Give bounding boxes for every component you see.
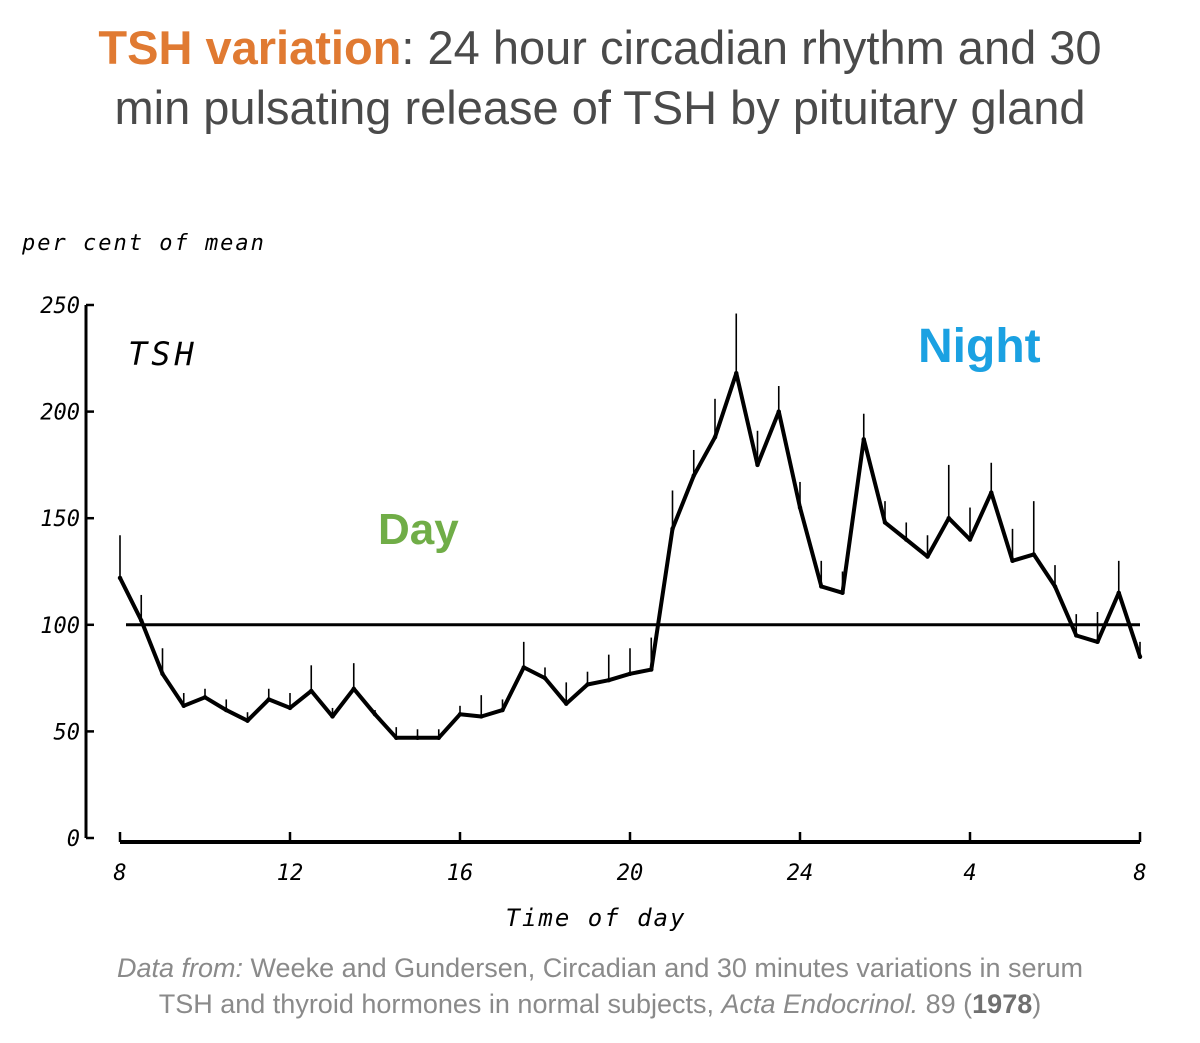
series-group bbox=[117, 371, 1143, 740]
data-point bbox=[372, 712, 378, 717]
x-tick-label: 4 bbox=[963, 861, 976, 886]
citation-close: ) bbox=[1032, 989, 1042, 1019]
y-tick-label: 0 bbox=[67, 827, 80, 852]
night-annotation: Night bbox=[918, 320, 1041, 373]
data-point bbox=[946, 516, 951, 521]
citation-prefix: Data from: bbox=[117, 953, 244, 983]
x-tick-label: 8 bbox=[1133, 861, 1146, 886]
data-point bbox=[627, 671, 633, 677]
data-point bbox=[904, 537, 909, 542]
data-point bbox=[819, 584, 824, 589]
data-point bbox=[585, 682, 590, 687]
x-tick-label: 20 bbox=[617, 861, 644, 886]
x-axis-title: Time of day bbox=[506, 904, 687, 932]
citation: Data from: Weeke and Gundersen, Circadia… bbox=[0, 950, 1200, 1022]
data-point bbox=[542, 675, 548, 681]
series-label-tsh: TSH bbox=[128, 335, 198, 373]
data-point bbox=[1031, 552, 1036, 557]
data-point bbox=[776, 409, 781, 414]
citation-line1: Weeke and Gundersen, Circadian and 30 mi… bbox=[243, 953, 1083, 983]
tsh-series-line bbox=[118, 371, 1142, 740]
data-point bbox=[797, 505, 803, 510]
x-tick-label: 16 bbox=[447, 861, 474, 886]
data-point bbox=[1074, 633, 1079, 638]
data-point bbox=[1095, 639, 1100, 645]
data-point bbox=[287, 705, 293, 711]
data-point bbox=[436, 735, 441, 740]
y-tick-label: 50 bbox=[54, 720, 81, 745]
data-point bbox=[394, 735, 399, 740]
data-point bbox=[840, 590, 845, 596]
data-point bbox=[606, 678, 611, 683]
citation-line2: TSH and thyroid hormones in normal subje… bbox=[158, 989, 722, 1019]
data-point bbox=[479, 714, 484, 719]
chart-axes: 0 50 100 150 200 250 8 12 16 20 24 4 8 bbox=[40, 294, 1146, 886]
x-tick-label: 24 bbox=[787, 861, 814, 886]
y-axis-title: per cent of mean bbox=[21, 231, 266, 256]
data-point bbox=[330, 714, 335, 719]
x-tick-label: 12 bbox=[277, 861, 304, 886]
title-line1-rest: : 24 hour circadian rhythm and 30 bbox=[401, 21, 1102, 74]
data-point bbox=[351, 686, 356, 691]
data-point bbox=[564, 701, 569, 706]
data-point bbox=[882, 520, 888, 525]
data-point bbox=[139, 618, 144, 623]
data-point bbox=[755, 462, 760, 468]
data-point bbox=[202, 695, 208, 700]
data-point bbox=[521, 665, 526, 670]
data-point bbox=[266, 697, 271, 702]
data-point bbox=[861, 437, 866, 442]
y-tick-label: 250 bbox=[40, 294, 80, 319]
data-point bbox=[925, 554, 930, 559]
citation-journal: Acta Endocrinol. bbox=[721, 989, 919, 1019]
data-point bbox=[224, 707, 229, 713]
citation-volume: 89 ( bbox=[918, 989, 973, 1019]
data-point bbox=[245, 718, 250, 723]
data-point bbox=[712, 434, 718, 440]
title-highlight: TSH variation bbox=[98, 21, 402, 74]
y-tick-label: 200 bbox=[40, 401, 80, 426]
data-point bbox=[967, 537, 973, 542]
data-point bbox=[117, 575, 123, 581]
data-point bbox=[1052, 584, 1058, 589]
data-point bbox=[989, 490, 994, 495]
data-point bbox=[649, 667, 654, 672]
data-point bbox=[1116, 590, 1121, 596]
data-point bbox=[309, 688, 314, 694]
data-point bbox=[500, 707, 505, 713]
y-tick-label: 150 bbox=[40, 507, 80, 532]
data-point bbox=[1137, 654, 1143, 659]
data-point bbox=[1010, 558, 1015, 564]
data-point bbox=[457, 712, 463, 717]
data-point bbox=[670, 526, 675, 532]
x-tick-label: 8 bbox=[113, 861, 126, 886]
page-title: TSH variation: 24 hour circadian rhythm … bbox=[0, 18, 1200, 138]
y-tick-label: 100 bbox=[40, 614, 80, 639]
data-point bbox=[734, 371, 739, 376]
data-point bbox=[160, 671, 165, 677]
data-point bbox=[181, 703, 186, 709]
title-line2: min pulsating release of TSH by pituitar… bbox=[114, 81, 1086, 134]
citation-year: 1978 bbox=[972, 989, 1033, 1019]
data-point bbox=[691, 473, 696, 478]
chart-labels-group: per cent of mean Time of day TSH Day Night bbox=[21, 231, 1041, 932]
data-point bbox=[415, 735, 420, 740]
day-annotation: Day bbox=[378, 505, 459, 554]
